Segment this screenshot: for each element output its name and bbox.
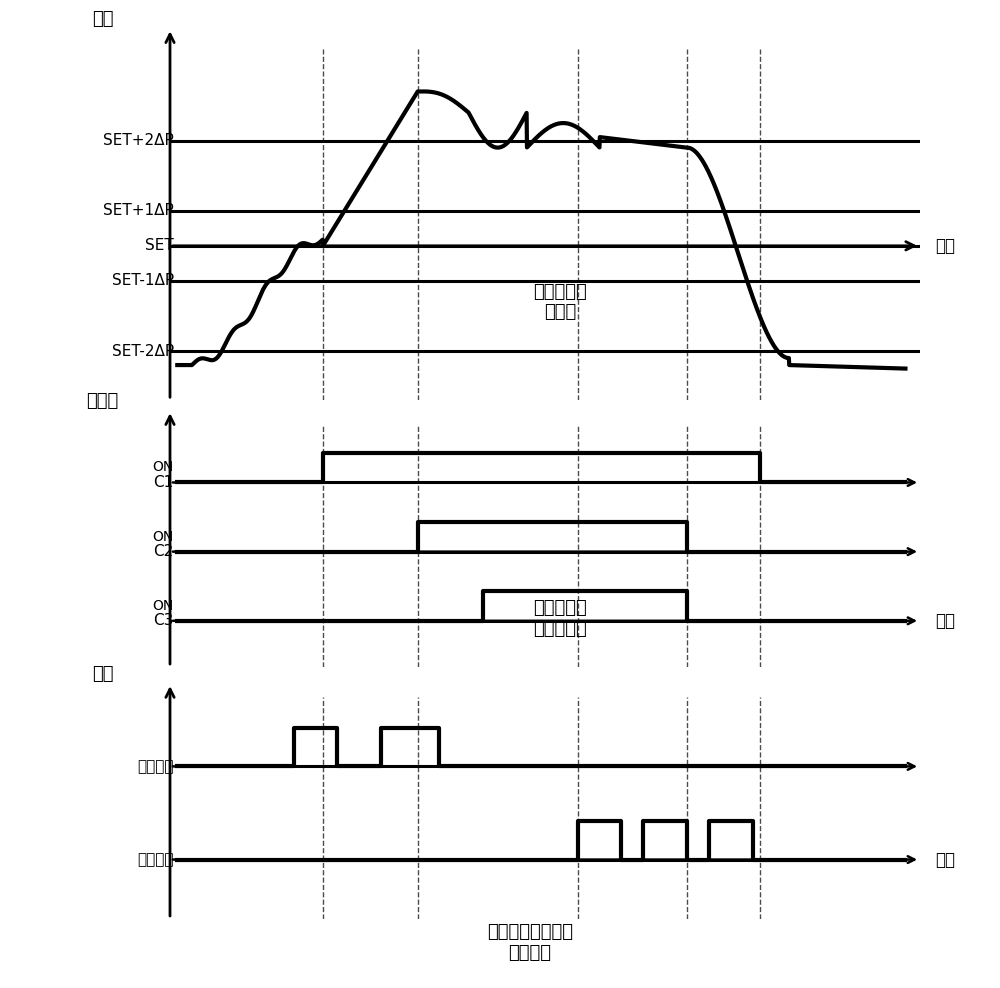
Text: ON: ON — [152, 530, 174, 543]
Text: C3: C3 — [153, 614, 174, 628]
Text: SET-2ΔP: SET-2ΔP — [112, 344, 174, 359]
Text: 时间: 时间 — [935, 612, 955, 629]
Text: 吸气压力变
化曲线: 吸气压力变 化曲线 — [533, 283, 587, 321]
Text: C2: C2 — [153, 544, 174, 559]
Text: 压力: 压力 — [92, 10, 113, 29]
Text: C1: C1 — [153, 475, 174, 490]
Text: 时间: 时间 — [935, 851, 955, 868]
Text: 延时: 延时 — [92, 665, 113, 684]
Text: 时间: 时间 — [935, 237, 955, 255]
Text: 压缩机组工
作状态曲线: 压缩机组工 作状态曲线 — [533, 599, 587, 638]
Text: ON: ON — [152, 599, 174, 613]
Text: SET+1ΔP: SET+1ΔP — [103, 204, 174, 218]
Text: SET: SET — [145, 238, 174, 253]
Text: ON: ON — [152, 460, 174, 474]
Text: SET-1ΔP: SET-1ΔP — [112, 274, 174, 288]
Text: 压缩机: 压缩机 — [86, 392, 119, 410]
Text: SET+2ΔP: SET+2ΔP — [103, 133, 174, 148]
Text: 压缩机加卸载延时
状态曲线: 压缩机加卸载延时 状态曲线 — [487, 923, 573, 962]
Text: 卸载延时: 卸载延时 — [137, 852, 174, 867]
Text: 加载延时: 加载延时 — [137, 759, 174, 774]
